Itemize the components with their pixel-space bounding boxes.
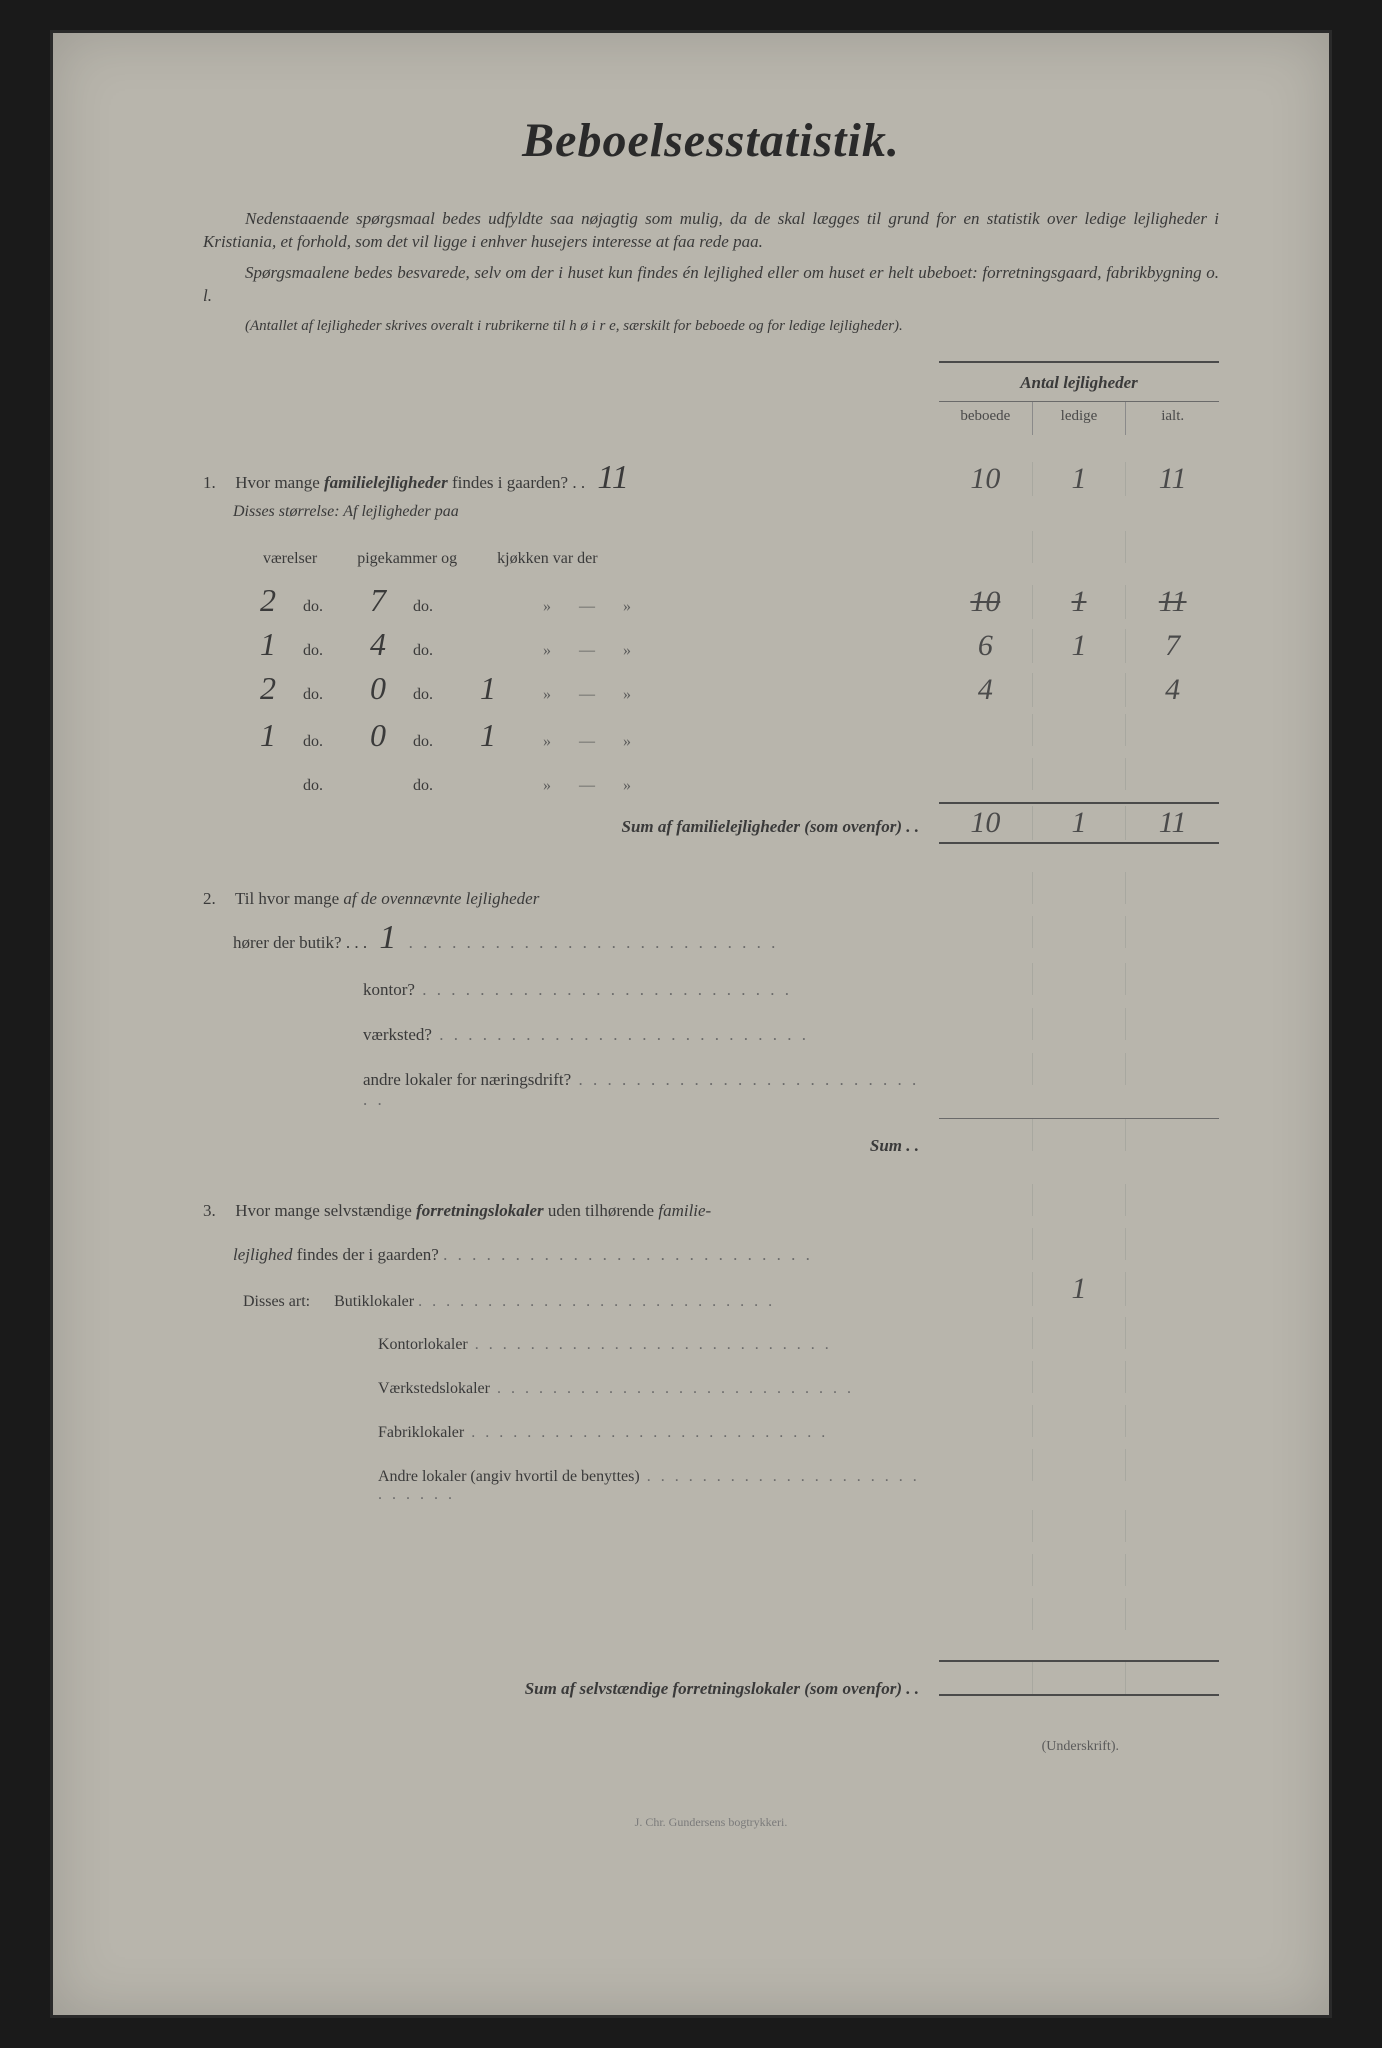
q3-row-2: lejlighed findes der i gaarden? (203, 1228, 1219, 1266)
cell-beboede: 6 (939, 629, 1032, 663)
q2-sub-row: kontor? (203, 963, 1219, 1002)
q1-ledige: 1 (1032, 462, 1127, 496)
pigekammer-value: 7 (353, 582, 403, 619)
q2-row-1: 2. Til hvor mange af de ovennævnte lejli… (203, 872, 1219, 910)
cell-beboede (939, 714, 1032, 746)
vaerelser-value: 2 (243, 670, 293, 707)
blank-rows (203, 1510, 1219, 1660)
q1-size-row: 2 do. 7 do. » — » 10 1 11 (203, 582, 1219, 622)
cell-ialt: 4 (1126, 673, 1219, 707)
q2-sum-row: Sum . . (203, 1118, 1219, 1156)
cell-ledige (1032, 758, 1127, 790)
pigekammer-value: 4 (353, 626, 403, 663)
cell-ledige (1032, 714, 1127, 746)
q1-sub-label: Disses størrelse: Af lejligheder paa (233, 503, 1219, 521)
q3-sum-row: Sum af selvstændige forretningslokaler (… (203, 1660, 1219, 1699)
q2-row-2: hører der butik? . . . 1 (203, 916, 1219, 957)
q3-sub-row: Værkstedslokaler (203, 1361, 1219, 1399)
q1-text: 1. Hvor mange familielejligheder findes … (203, 459, 939, 497)
q3-disses: Disses art: Butiklokaler 1 (203, 1272, 1219, 1311)
vaerelser-value: 2 (243, 582, 293, 619)
intro-paragraph-2: Spørgsmaalene bedes besvarede, selv om d… (203, 262, 1219, 308)
q3-row-1: 3. Hvor mange selvstændige forretningslo… (203, 1184, 1219, 1222)
col-beboede: beboede (939, 402, 1032, 435)
q1-size-row: 1 do. 4 do. » — » 6 1 7 (203, 626, 1219, 666)
intro-paragraph-1: Nedenstaaende spørgsmaal bedes udfyldte … (203, 208, 1219, 254)
q1-row: 1. Hvor mange familielejligheder findes … (203, 459, 1219, 497)
col-ialt: ialt. (1126, 402, 1219, 435)
count-table-header: Antal lejligheder beboede ledige ialt. (939, 361, 1219, 435)
col-ledige: ledige (1032, 402, 1127, 435)
form-page: Beboelsesstatistik. Nedenstaaende spørgs… (53, 33, 1329, 2015)
scanned-page: Beboelsesstatistik. Nedenstaaende spørgs… (50, 30, 1332, 2018)
kjokken-value: 1 (463, 670, 513, 707)
cell-ialt: 11 (1126, 585, 1219, 619)
pigekammer-value: 0 (353, 717, 403, 754)
q1-size-header: værelser pigekammer og kjøkken var der (203, 531, 1219, 576)
pigekammer-value: 0 (353, 670, 403, 707)
table-title: Antal lejligheder (939, 363, 1219, 402)
page-title: Beboelsesstatistik. (203, 113, 1219, 168)
cell-ialt (1126, 758, 1219, 790)
q1-size-row: 1 do. 0 do. 1 » — » (203, 714, 1219, 754)
cell-ialt: 7 (1126, 629, 1219, 663)
q1-size-row: 2 do. 0 do. 1 » — » 4 4 (203, 670, 1219, 710)
q1-beboede: 10 (939, 462, 1032, 496)
q3-sub-row: Kontorlokaler (203, 1317, 1219, 1355)
q1-num: 1. (203, 473, 231, 493)
q1-ialt: 11 (1126, 462, 1219, 496)
q1-sum-cells: 10 1 11 (939, 802, 1219, 844)
cell-ledige: 1 (1032, 585, 1127, 619)
q2-hand: 1 (371, 919, 404, 957)
cell-beboede (939, 758, 1032, 790)
q2-sub-row: andre lokaler for næringsdrift? (203, 1053, 1219, 1112)
q3-sub-row: Fabriklokaler (203, 1405, 1219, 1443)
printer-credit: J. Chr. Gundersens bogtrykkeri. (203, 1815, 1219, 1830)
cell-beboede: 10 (939, 585, 1032, 619)
q1-cells: 10 1 11 (939, 462, 1219, 496)
kjokken-value: 1 (463, 717, 513, 754)
q1-handwritten-total: 11 (589, 459, 636, 497)
form-content: Antal lejligheder beboede ledige ialt. 1… (203, 371, 1219, 1699)
cell-ledige (1032, 673, 1127, 707)
q3-sub-row: Andre lokaler (angiv hvortil de benyttes… (203, 1449, 1219, 1504)
table-subhead: beboede ledige ialt. (939, 402, 1219, 435)
q1-sum-label: Sum af familielejligheder (som ovenfor) … (203, 817, 939, 837)
vaerelser-value: 1 (243, 717, 293, 754)
cell-ledige: 1 (1032, 629, 1127, 663)
q1-sum-row: Sum af familielejligheder (som ovenfor) … (203, 802, 1219, 844)
signature-label: (Underskrift). (203, 1739, 1219, 1755)
intro-note: (Antallet af lejligheder skrives overalt… (203, 316, 1219, 336)
q2-sub-row: værksted? (203, 1008, 1219, 1047)
vaerelser-value: 1 (243, 626, 293, 663)
cell-ialt (1126, 714, 1219, 746)
q1-size-row: do. do. » — » (203, 758, 1219, 798)
cell-beboede: 4 (939, 673, 1032, 707)
